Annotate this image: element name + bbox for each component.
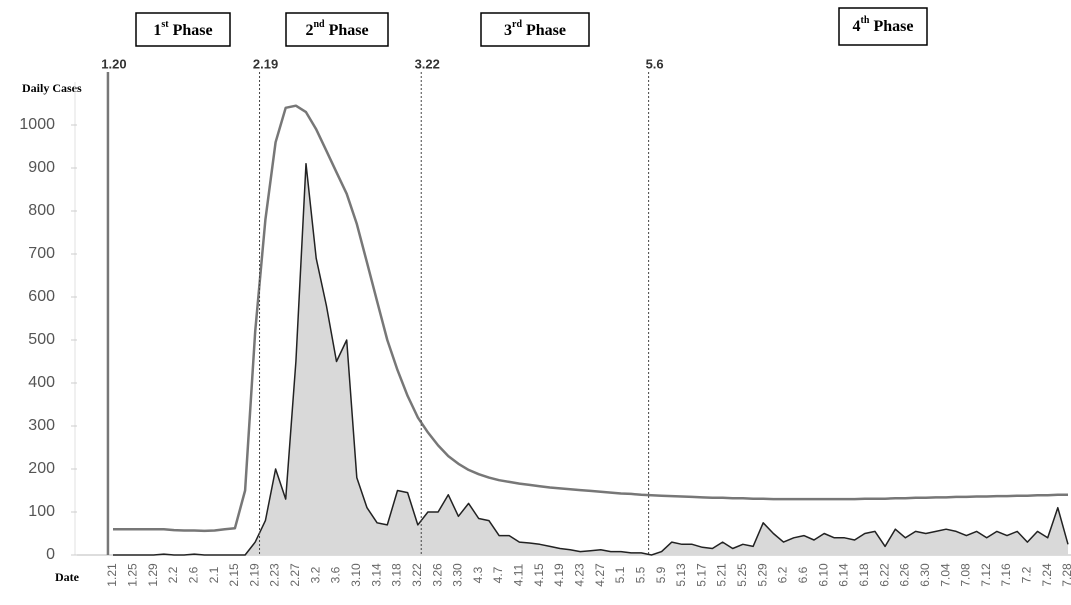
- phase-label: 4th Phase: [853, 15, 914, 34]
- x-tick-label: 6.26: [898, 563, 912, 587]
- x-tick-label: 1.29: [146, 563, 160, 587]
- x-tick-label: 3.14: [369, 563, 383, 587]
- y-tick-label: 500: [28, 331, 55, 348]
- phase-label: 1st Phase: [153, 19, 212, 38]
- y-tick-label: 900: [28, 159, 55, 176]
- x-tick-label: 4.19: [552, 563, 566, 587]
- x-tick-label: 6.2: [776, 566, 790, 583]
- phase-date: 5.6: [646, 56, 664, 71]
- x-tick-label: 7.12: [979, 563, 993, 587]
- y-tick-label: 1000: [19, 116, 55, 133]
- x-tick-label: 6.10: [816, 563, 830, 587]
- x-tick-label: 3.18: [390, 563, 404, 587]
- y-tick-label: 700: [28, 245, 55, 262]
- x-tick-label: 7.28: [1060, 563, 1071, 587]
- x-tick-label: 6.14: [837, 563, 851, 587]
- x-tick-label: 5.1: [613, 566, 627, 583]
- x-tick-label: 4.11: [512, 563, 526, 586]
- phase-date: 1.20: [101, 56, 126, 71]
- x-tick-label: 2.15: [227, 563, 241, 587]
- area: [113, 163, 1068, 555]
- y-axis-title: Daily Cases: [22, 81, 82, 95]
- curve-line: [113, 104, 1068, 533]
- phase-date: 3.22: [415, 56, 440, 71]
- x-tick-label: 5.21: [715, 563, 729, 587]
- x-tick-label: 5.13: [674, 563, 688, 587]
- x-tick-label: 1.25: [125, 563, 139, 587]
- x-tick-label: 6.22: [877, 563, 891, 587]
- x-tick-label: 4.27: [593, 563, 607, 587]
- x-tick-label: 7.04: [938, 563, 952, 587]
- x-tick-label: 2.27: [288, 563, 302, 587]
- x-tick-label: 5.5: [633, 566, 647, 583]
- phase-label: 3rd Phase: [504, 19, 566, 38]
- x-tick-label: 3.6: [329, 566, 343, 583]
- x-tick-label: 4.7: [491, 566, 505, 583]
- x-tick-label: 2.23: [268, 563, 282, 587]
- y-tick-label: 400: [28, 374, 55, 391]
- y-tick-label: 300: [28, 417, 55, 434]
- x-tick-label: 3.2: [308, 566, 322, 583]
- x-tick-label: 6.6: [796, 566, 810, 583]
- phase-date: 2.19: [253, 56, 278, 71]
- phase-1: 1st Phase: [135, 12, 231, 47]
- x-tick-label: 7.16: [999, 563, 1013, 587]
- phase-box: [838, 7, 928, 46]
- phase-2: 2nd Phase: [285, 12, 389, 47]
- phase-label: 2nd Phase: [305, 19, 368, 38]
- y-tick-label: 0: [46, 546, 55, 563]
- x-tick-label: 4.23: [573, 563, 587, 587]
- x-tick-label: 6.30: [918, 563, 932, 587]
- x-tick-label: 5.17: [694, 563, 708, 587]
- x-axis-title: Date: [55, 570, 80, 584]
- x-tick-label: 3.10: [349, 563, 363, 587]
- x-tick-label: 7.2: [1020, 566, 1034, 583]
- y-tick-label: 100: [28, 503, 55, 520]
- x-tick-label: 7.08: [959, 563, 973, 587]
- x-tick-label: 1.21: [105, 563, 119, 587]
- y-tick-label: 800: [28, 202, 55, 219]
- x-tick-label: 3.30: [451, 563, 465, 587]
- x-tick-label: 3.22: [410, 563, 424, 587]
- x-tick-label: 6.18: [857, 563, 871, 587]
- x-tick-label: 7.24: [1040, 563, 1054, 587]
- phase-4: 4th Phase: [838, 7, 928, 46]
- phase-3: 3rd Phase: [480, 12, 590, 47]
- x-tick-label: 2.6: [186, 566, 200, 583]
- y-tick-label: 600: [28, 288, 55, 305]
- y-tick-label: 200: [28, 460, 55, 477]
- phase-box: [135, 12, 231, 47]
- x-tick-label: 5.29: [755, 563, 769, 587]
- x-tick-label: 2.2: [166, 566, 180, 583]
- x-tick-label: 2.19: [247, 563, 261, 587]
- phase-box: [480, 12, 590, 47]
- x-tick-label: 3.26: [430, 563, 444, 587]
- x-tick-label: 5.9: [654, 566, 668, 583]
- phase-box: [285, 12, 389, 47]
- x-tick-label: 2.1: [207, 566, 221, 583]
- x-tick-label: 4.15: [532, 563, 546, 587]
- cases-line: [113, 162, 1069, 556]
- x-tick-label: 4.3: [471, 566, 485, 583]
- x-tick-label: 5.25: [735, 563, 749, 587]
